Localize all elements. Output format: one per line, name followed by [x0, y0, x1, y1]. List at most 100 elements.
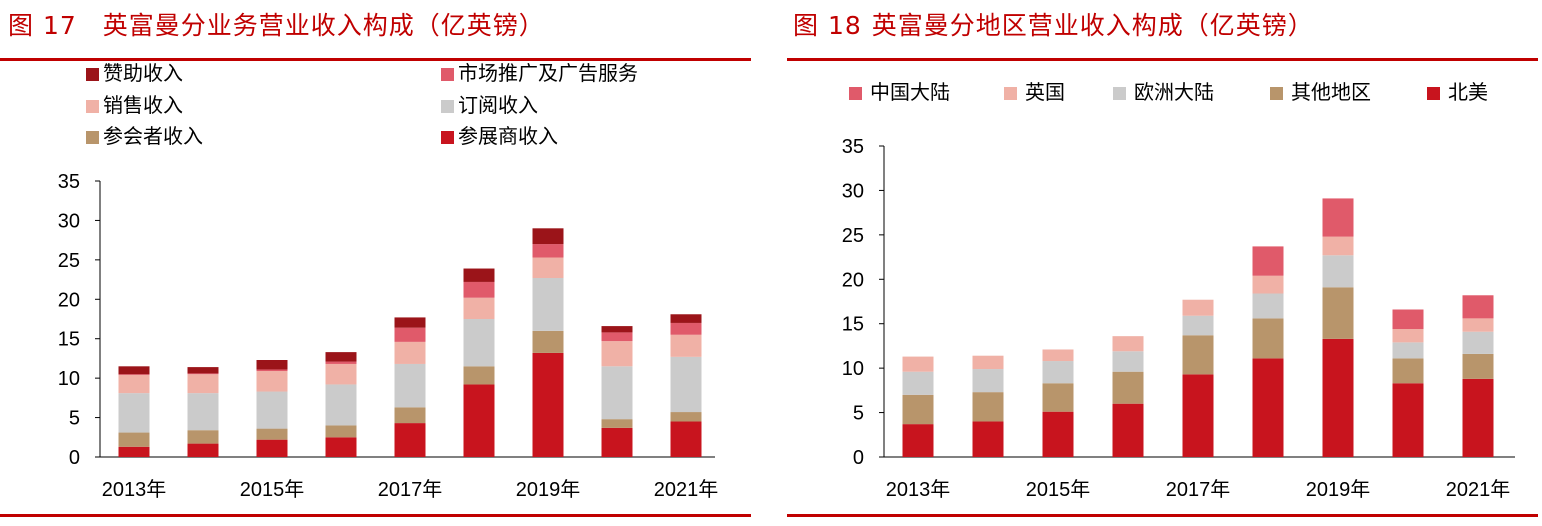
bar-segment [1042, 361, 1074, 384]
bar-segment [325, 361, 357, 364]
bar-segment [902, 394, 934, 425]
y-tick-label: 30 [58, 210, 80, 232]
legend-swatch [86, 131, 99, 144]
bar-segment [463, 281, 495, 298]
bar-segment [325, 352, 357, 362]
y-tick-label: 15 [58, 329, 80, 351]
bar-segment [670, 322, 702, 335]
figure-17-caption: 英富曼分业务营业收入构成（亿英镑） [102, 11, 545, 40]
bar-segment [601, 366, 633, 420]
x-tick-label: 2019年 [1306, 478, 1371, 501]
bar-segment [670, 356, 702, 413]
bar-segment [394, 317, 426, 328]
bar-segment [1252, 318, 1284, 359]
bar-segment [601, 341, 633, 367]
legend-swatch [441, 131, 454, 144]
bar-segment [972, 421, 1004, 457]
legend-label: 赞助收入 [103, 61, 183, 85]
legend-swatch [1270, 87, 1283, 100]
legend-label: 英国 [1025, 80, 1065, 104]
bar-segment [902, 371, 934, 395]
bar-segment [463, 297, 495, 319]
bar-segment [1182, 335, 1214, 375]
y-tick-label: 15 [842, 314, 864, 336]
bar-segment [463, 268, 495, 282]
bar-segment [187, 443, 219, 457]
x-tick-label: 2015年 [240, 478, 305, 501]
y-tick-label: 10 [58, 368, 80, 390]
bar-segment [1462, 295, 1494, 319]
bar-segment [1322, 236, 1354, 256]
y-tick-label: 25 [842, 225, 864, 247]
y-tick-label: 0 [69, 447, 80, 469]
chart-18: 中国大陆 英国 欧洲大陆 其他地区 北美 0 5 10 15 20 25 30 35 2013年 2015年… [842, 80, 1515, 501]
figure-17-top-rule [0, 58, 751, 61]
bar-segment [1252, 358, 1284, 457]
bar-segment [601, 326, 633, 333]
bar-segment [463, 384, 495, 457]
figure-18-bottom-rule [787, 514, 1538, 517]
y-tick-label: 5 [69, 408, 80, 430]
bar-segment [1042, 383, 1074, 412]
bar-segment [1182, 299, 1214, 316]
bar-segment [325, 425, 357, 438]
bar-segment [325, 384, 357, 426]
legend-swatch [849, 87, 862, 100]
bar-segment [187, 374, 219, 394]
bar-segment [1042, 411, 1074, 457]
legend-swatch [441, 68, 454, 81]
bar-segment [1042, 349, 1074, 362]
legend-swatch [86, 68, 99, 81]
x-tick-label: 2013年 [886, 478, 951, 501]
figure-17-bottom-rule [0, 514, 751, 517]
figure-17-number: 图 17 [8, 11, 77, 40]
bar-segment [118, 374, 150, 394]
bar-segment [1462, 353, 1494, 379]
legend-swatch [86, 100, 99, 113]
bar-segment [118, 366, 150, 375]
y-tick-label: 10 [842, 358, 864, 380]
bar-segment [601, 427, 633, 457]
y-tick-label: 35 [842, 136, 864, 158]
bar-segment [972, 392, 1004, 422]
legend-swatch [441, 100, 454, 113]
x-tick-label: 2017年 [1166, 478, 1231, 501]
bar-segment [187, 367, 219, 374]
figure-18-title: 图 18 英富曼分地区营业收入构成（亿英镑） [793, 6, 1314, 42]
legend-label: 其他地区 [1291, 80, 1371, 104]
x-tick-label: 2013年 [102, 478, 167, 501]
bar-segment [256, 371, 288, 392]
y-tick-label: 30 [842, 180, 864, 202]
bar-segment [256, 360, 288, 370]
legend-label: 北美 [1448, 80, 1488, 104]
bar-segment [1462, 331, 1494, 354]
bar-segment [118, 432, 150, 447]
legend-swatch [1004, 87, 1017, 100]
bar-segment [1322, 198, 1354, 237]
bar-segment [902, 424, 934, 457]
bar-segment [1392, 342, 1424, 359]
bar-segment [463, 366, 495, 385]
legend-label: 中国大陆 [870, 80, 950, 104]
x-tick-label: 2021年 [654, 478, 719, 501]
legend-swatch [1427, 87, 1440, 100]
y-tick-label: 25 [58, 250, 80, 272]
figure-18-number: 图 18 [793, 11, 862, 40]
figure-18-top-rule [787, 58, 1538, 61]
legend: 中国大陆 英国 欧洲大陆 其他地区 北美 [849, 80, 1488, 104]
y-tick-label: 5 [853, 403, 864, 425]
bar-segment [1112, 336, 1144, 352]
legend-label: 市场推广及广告服务 [458, 61, 638, 85]
bar-segment [670, 334, 702, 357]
bar-segment [118, 374, 150, 375]
bar-segment [1112, 351, 1144, 372]
figure-17-title: 图 17 英富曼分业务营业收入构成（亿英镑） [8, 6, 545, 42]
bar-segment [394, 407, 426, 424]
bar-segment [1322, 287, 1354, 339]
bar-segment [532, 277, 564, 331]
y-tick-label: 35 [58, 171, 80, 193]
bar-segment [1322, 338, 1354, 457]
bar-segment [325, 363, 357, 385]
